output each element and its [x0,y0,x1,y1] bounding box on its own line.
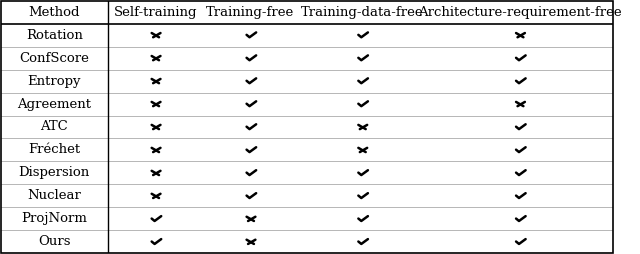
Text: Nuclear: Nuclear [28,189,81,202]
Text: Ours: Ours [38,235,70,248]
Text: ATC: ATC [40,120,68,134]
Text: Method: Method [29,6,80,19]
Text: Entropy: Entropy [28,75,81,88]
Text: Training-free: Training-free [206,6,294,19]
Text: Self-training: Self-training [113,6,197,19]
Text: Rotation: Rotation [26,29,83,42]
Text: ConfScore: ConfScore [19,52,89,65]
Text: Architecture-requirement-free: Architecture-requirement-free [418,6,621,19]
Text: Dispersion: Dispersion [19,166,90,179]
Text: Agreement: Agreement [17,98,92,110]
Text: Training-data-free: Training-data-free [301,6,423,19]
Text: ProjNorm: ProjNorm [21,212,87,225]
Text: Fréchet: Fréchet [28,144,81,156]
